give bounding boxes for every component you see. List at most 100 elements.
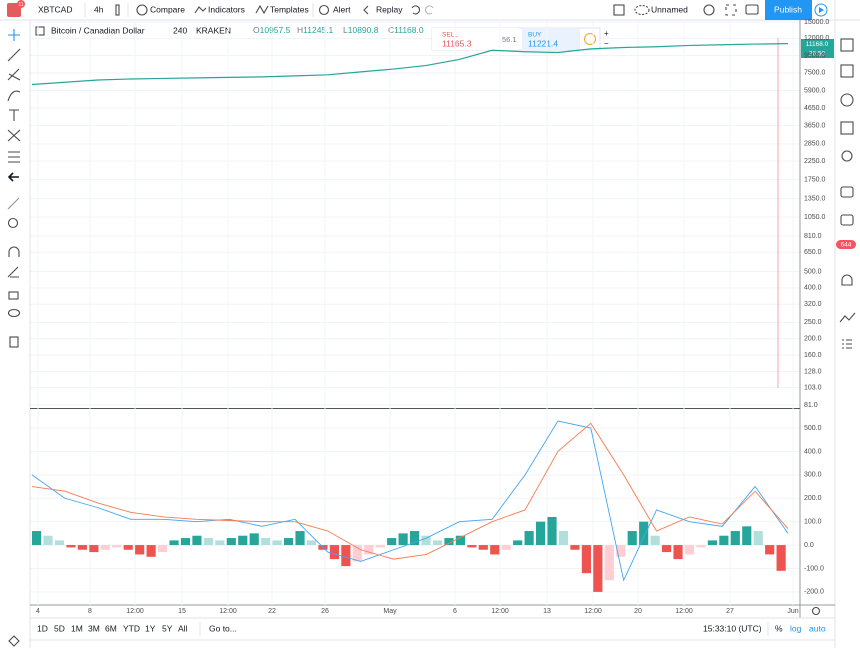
sell-button[interactable] — [432, 28, 518, 50]
y-tick-label: 650.0 — [804, 249, 822, 256]
y-tick-label: -200.0 — [804, 589, 824, 596]
ohlc-value: 10890.8 — [348, 25, 379, 35]
redo-icon[interactable] — [425, 5, 434, 15]
details-icon[interactable] — [840, 64, 854, 78]
y-tick-label: 4650.0 — [804, 105, 826, 112]
histogram-bar — [478, 545, 488, 550]
replay-icon[interactable] — [363, 5, 369, 15]
logo[interactable] — [7, 3, 21, 17]
y-tick-label: 81.0 — [804, 402, 818, 409]
badge-count: 11 — [18, 2, 23, 8]
range-button[interactable]: 5Y — [162, 623, 173, 633]
y-tick-label: 500.0 — [804, 425, 822, 432]
lock-tool[interactable] — [8, 291, 19, 300]
y-tick-label: 500.0 — [804, 268, 822, 275]
zoom-tool[interactable] — [7, 217, 19, 229]
data-window-icon[interactable] — [840, 93, 854, 107]
ohlc-value: 11168.0 — [394, 25, 424, 35]
indicators-icon[interactable] — [194, 6, 207, 14]
y-tick-label: 320.0 — [804, 301, 822, 308]
play-icon[interactable] — [814, 3, 828, 17]
log-toggle[interactable]: log — [790, 623, 802, 633]
candle-icon[interactable] — [115, 4, 120, 16]
trading-icon[interactable] — [839, 312, 856, 323]
collapse-icon[interactable] — [35, 26, 45, 36]
info-icon[interactable] — [584, 33, 596, 45]
publish-button-bg[interactable] — [765, 0, 812, 20]
ideas-icon[interactable] — [841, 150, 853, 162]
axis-settings-icon[interactable] — [811, 606, 821, 616]
histogram-bar — [329, 545, 339, 560]
ohlc-key: C — [388, 25, 394, 35]
stay-drawing-tool[interactable] — [7, 266, 19, 278]
range-button[interactable]: 1Y — [145, 623, 156, 633]
chat-icon[interactable] — [840, 186, 854, 198]
replay-button[interactable]: Replay — [376, 4, 403, 14]
histogram-bar — [616, 545, 626, 557]
range-button[interactable]: 1M — [71, 623, 83, 633]
y-tick-label: 400.0 — [804, 448, 822, 455]
range-button[interactable]: All — [178, 623, 188, 633]
settings-icon[interactable] — [703, 4, 715, 16]
expand-icon[interactable] — [725, 4, 737, 16]
zoom-in[interactable]: + — [604, 29, 609, 38]
time-label: 12:00 — [219, 608, 237, 615]
object-tree-icon[interactable] — [842, 339, 852, 349]
hide-tool[interactable] — [7, 172, 19, 182]
percent-toggle[interactable]: % — [775, 623, 783, 633]
visibility-tool[interactable] — [7, 308, 21, 318]
publish-button[interactable]: Publish — [774, 4, 802, 14]
calendar-icon[interactable] — [840, 121, 854, 135]
fullscreen-layout-icon[interactable] — [613, 4, 625, 16]
range-button[interactable]: 5D — [54, 623, 65, 633]
interval[interactable]: 4h — [94, 4, 104, 14]
watchlist-icon[interactable] — [840, 38, 854, 52]
undo-icon[interactable] — [411, 5, 420, 15]
indicators-button[interactable]: Indicators — [208, 4, 245, 14]
range-button[interactable]: 6M — [105, 623, 117, 633]
buy-button[interactable] — [522, 28, 580, 50]
range-button[interactable]: YTD — [123, 623, 140, 633]
range-button[interactable]: 3M — [88, 623, 100, 633]
y-tick-label: 200.0 — [804, 336, 822, 343]
messages-icon[interactable] — [840, 214, 854, 226]
layout-name[interactable]: Unnamed — [651, 4, 688, 14]
histogram-bar — [66, 545, 76, 548]
templates-button[interactable]: Templates — [270, 4, 309, 14]
ohlc-key: H — [297, 25, 303, 35]
trash-tool[interactable] — [9, 336, 19, 348]
symbol[interactable]: XBTCAD — [38, 4, 72, 14]
layers-tool[interactable] — [8, 635, 20, 647]
snapshot-icon[interactable] — [745, 4, 759, 15]
crosshair-tool[interactable] — [8, 29, 20, 41]
y-tick-label: 15000.0 — [804, 19, 829, 26]
brush-tool[interactable] — [7, 90, 21, 102]
ohlc-key: O — [253, 25, 260, 35]
alert-button[interactable]: Alert — [333, 4, 351, 14]
cloud-icon[interactable] — [634, 4, 650, 16]
templates-icon[interactable] — [255, 4, 269, 15]
goto-button[interactable]: Go to... — [209, 623, 237, 633]
histogram-bar — [719, 535, 729, 546]
histogram-bar — [627, 531, 637, 546]
range-button[interactable]: 1D — [37, 623, 48, 633]
text-tool[interactable] — [9, 109, 19, 121]
auto-toggle[interactable]: auto — [809, 623, 826, 633]
fib-tool[interactable] — [7, 68, 21, 81]
time-label: 12:00 — [126, 608, 144, 615]
zoom-out[interactable]: − — [604, 39, 609, 48]
compare-button[interactable]: Compare — [150, 4, 185, 14]
magnet-tool[interactable] — [8, 246, 20, 257]
trend-line-tool[interactable] — [7, 48, 21, 62]
prediction-tool[interactable] — [8, 151, 20, 163]
histogram-bar — [203, 538, 213, 546]
measure-tool[interactable] — [7, 197, 20, 210]
compare-icon[interactable] — [136, 4, 148, 16]
ohlc-value: 11245.1 — [303, 25, 333, 35]
alert-icon[interactable] — [318, 4, 330, 16]
notifications-icon[interactable] — [841, 274, 853, 286]
pattern-tool[interactable] — [7, 129, 21, 142]
histogram-bar — [249, 533, 259, 546]
